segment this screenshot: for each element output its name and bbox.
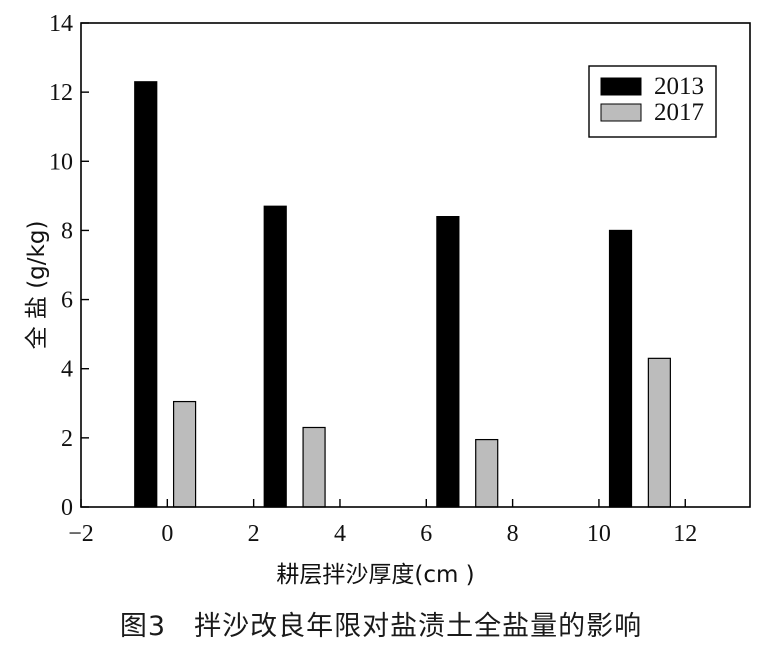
bar-2017-3 [302, 426, 326, 508]
x-tick-label: 0 [161, 521, 173, 547]
bars [134, 81, 671, 508]
figure-caption: 图3 拌沙改良年限对盐渍土全盐量的影响 [119, 611, 643, 642]
y-tick-label: 6 [61, 288, 73, 314]
legend-label-2013: 2013 [654, 73, 704, 100]
y-tick-label: 14 [49, 11, 73, 37]
bar-2013-0 [134, 81, 158, 508]
x-tick-label: 2 [248, 521, 260, 547]
x-tick-label: 10 [587, 521, 611, 547]
y-axis-ticks: 0 2 4 6 8 10 12 14 [49, 11, 89, 521]
bar-2013-7 [436, 216, 460, 508]
x-axis-ticks: −2 0 2 4 6 8 10 12 [68, 499, 697, 547]
x-tick-label: 4 [334, 521, 346, 547]
legend-swatch-2017 [600, 103, 642, 122]
y-tick-label: 2 [61, 426, 73, 452]
x-tick-label: 12 [673, 521, 697, 547]
y-tick-label: 10 [49, 149, 73, 175]
x-tick-label: −2 [68, 521, 94, 547]
y-tick-label: 8 [61, 218, 73, 244]
bar-2017-7 [475, 438, 499, 508]
plot-frame [80, 22, 751, 508]
legend-swatch-2013 [600, 77, 642, 96]
y-tick-label: 0 [61, 495, 73, 521]
x-tick-label: 8 [507, 521, 519, 547]
x-tick-label: 6 [420, 521, 432, 547]
y-tick-label: 12 [49, 80, 73, 106]
bar-2013-11 [608, 229, 633, 508]
bar-2017-0 [172, 400, 197, 508]
y-axis-label: 全 盐 (g/kg) [24, 221, 50, 350]
bar-2013-3 [263, 205, 287, 508]
bar-2017-11 [647, 357, 671, 508]
x-axis-label: 耕层拌沙厚度(cm ) [276, 562, 474, 588]
legend-label-2017: 2017 [654, 99, 704, 126]
y-tick-label: 4 [61, 357, 73, 383]
